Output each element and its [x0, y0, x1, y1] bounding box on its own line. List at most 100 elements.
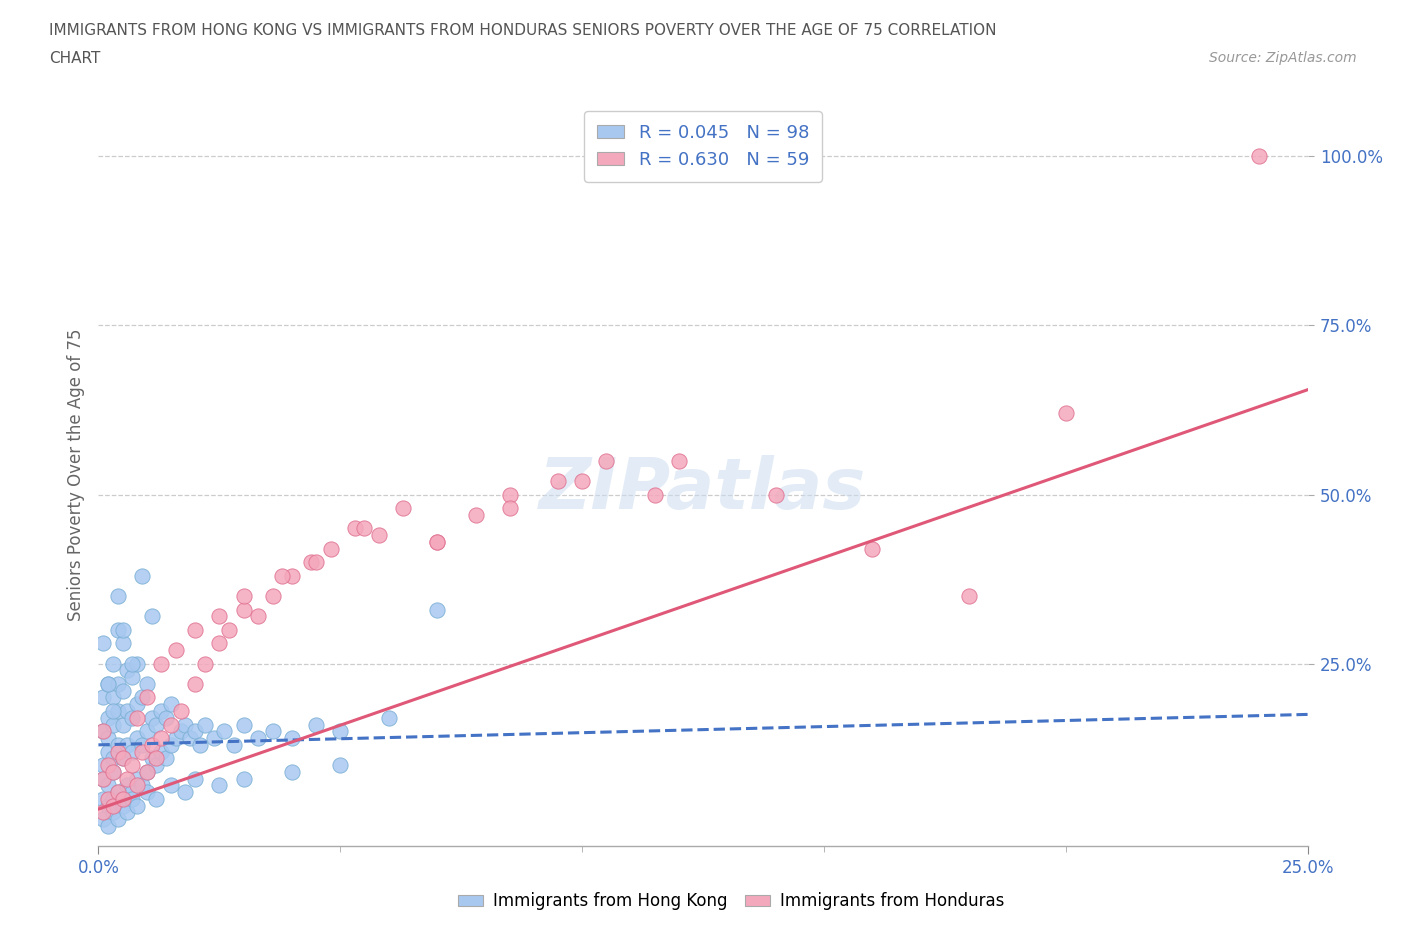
Point: [426, 602, 449, 617]
Point: [145, 751, 167, 765]
Point: [141, 737, 163, 752]
Point: [547, 473, 569, 488]
Point: [165, 731, 187, 746]
Point: [329, 724, 352, 738]
Point: [91, 636, 114, 651]
Point: [218, 622, 240, 637]
Point: [464, 508, 486, 523]
Point: [111, 684, 134, 698]
Point: [232, 717, 254, 732]
Point: [131, 737, 153, 752]
Point: [232, 589, 254, 604]
Point: [141, 751, 163, 765]
Legend: R = 0.045   N = 98, R = 0.630   N = 59: R = 0.045 N = 98, R = 0.630 N = 59: [585, 112, 821, 181]
Point: [101, 704, 124, 719]
Point: [247, 731, 270, 746]
Point: [131, 744, 153, 759]
Point: [117, 737, 139, 752]
Point: [281, 731, 304, 746]
Point: [97, 744, 120, 759]
Point: [150, 704, 173, 719]
Text: CHART: CHART: [49, 51, 101, 66]
Point: [319, 541, 342, 556]
Point: [377, 711, 399, 725]
Point: [101, 690, 124, 705]
Point: [121, 711, 143, 725]
Point: [107, 737, 129, 752]
Point: [101, 764, 124, 779]
Point: [111, 717, 134, 732]
Point: [107, 589, 129, 604]
Point: [765, 487, 787, 502]
Point: [247, 609, 270, 624]
Point: [107, 785, 129, 800]
Point: [107, 704, 129, 719]
Point: [111, 791, 134, 806]
Point: [117, 663, 139, 678]
Point: [135, 785, 157, 800]
Point: [145, 717, 167, 732]
Point: [353, 521, 375, 536]
Point: [107, 785, 129, 800]
Point: [101, 805, 124, 820]
Point: [208, 609, 231, 624]
Point: [107, 744, 129, 759]
Point: [127, 711, 149, 725]
Point: [135, 676, 157, 691]
Point: [101, 717, 124, 732]
Point: [184, 724, 207, 738]
Point: [101, 791, 124, 806]
Point: [91, 771, 114, 786]
Point: [97, 818, 120, 833]
Point: [97, 791, 120, 806]
Point: [91, 724, 114, 738]
Point: [262, 589, 284, 604]
Point: [117, 771, 139, 786]
Point: [97, 676, 120, 691]
Point: [127, 778, 149, 793]
Point: [111, 791, 134, 806]
Point: [155, 711, 177, 725]
Text: ZIPatlas: ZIPatlas: [540, 455, 866, 524]
Point: [121, 670, 143, 684]
Point: [107, 676, 129, 691]
Text: Source: ZipAtlas.com: Source: ZipAtlas.com: [1209, 51, 1357, 65]
Point: [571, 473, 593, 488]
Point: [212, 724, 235, 738]
Point: [305, 717, 328, 732]
Point: [150, 744, 173, 759]
Point: [165, 643, 187, 658]
Point: [97, 731, 120, 746]
Point: [101, 798, 124, 813]
Point: [305, 555, 328, 570]
Point: [111, 636, 134, 651]
Point: [91, 758, 114, 773]
Point: [127, 731, 149, 746]
Y-axis label: Seniors Poverty Over the Age of 75: Seniors Poverty Over the Age of 75: [66, 328, 84, 620]
Point: [343, 521, 366, 536]
Point: [111, 751, 134, 765]
Point: [150, 657, 173, 671]
Point: [179, 731, 201, 746]
Point: [204, 731, 226, 746]
Point: [111, 751, 134, 765]
Point: [117, 704, 139, 719]
Point: [121, 744, 143, 759]
Point: [184, 676, 207, 691]
Point: [281, 764, 304, 779]
Point: [131, 690, 153, 705]
Point: [194, 717, 217, 732]
Point: [169, 724, 191, 738]
Point: [668, 453, 690, 468]
Point: [107, 622, 129, 637]
Point: [595, 453, 617, 468]
Point: [135, 764, 157, 779]
Point: [368, 527, 391, 542]
Point: [117, 778, 139, 793]
Point: [127, 657, 149, 671]
Point: [135, 690, 157, 705]
Point: [222, 737, 245, 752]
Point: [232, 771, 254, 786]
Point: [208, 636, 231, 651]
Point: [644, 487, 666, 502]
